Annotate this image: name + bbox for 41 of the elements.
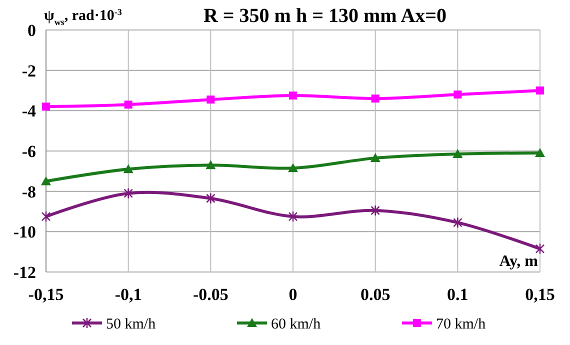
y-tick-label: 0 [28,20,36,40]
legend-label: 70 km/h [436,316,486,332]
point [536,86,544,94]
point [206,192,216,204]
point [124,188,133,199]
point [42,102,50,111]
x-tick-label: 0.05 [360,285,390,304]
point [371,94,380,103]
point [41,210,51,222]
x-tick-label: -0,1 [114,285,142,304]
point [454,90,462,99]
y-tick-label: -8 [22,182,36,202]
point [41,176,51,186]
point [206,160,216,170]
x-axis-title: Ay, m [499,253,539,270]
y-tick-label: -4 [22,102,36,121]
point [289,92,297,100]
legend-label: 50 km/h [106,316,156,332]
x-tick-label: 0 [288,285,298,304]
x-tick-label: -0,15 [28,285,64,304]
point [124,100,132,109]
y-tick-label: -2 [22,61,36,80]
x-tick-label: -0.05 [192,285,228,304]
point [453,216,462,228]
y-axis-title: ψ$_{ws}$, rad·10$^{-3}$ [44,7,122,27]
point [206,96,215,104]
x-tick-label: 0,15 [525,285,555,304]
chart-title: R = 350 m h = 130 mm Ax=0 [203,5,447,27]
point [452,149,463,158]
y-tick-label: -6 [22,142,36,161]
x-tick-label: 0.1 [447,285,468,304]
point [288,163,298,172]
point [123,164,134,174]
y-tick-label: -12 [13,262,36,282]
legend-label: 60 km/h [271,316,322,332]
point [288,210,298,222]
y-tick-label: -10 [13,222,36,242]
point [370,204,380,216]
point [535,243,545,254]
point [370,153,380,162]
point [535,148,545,158]
